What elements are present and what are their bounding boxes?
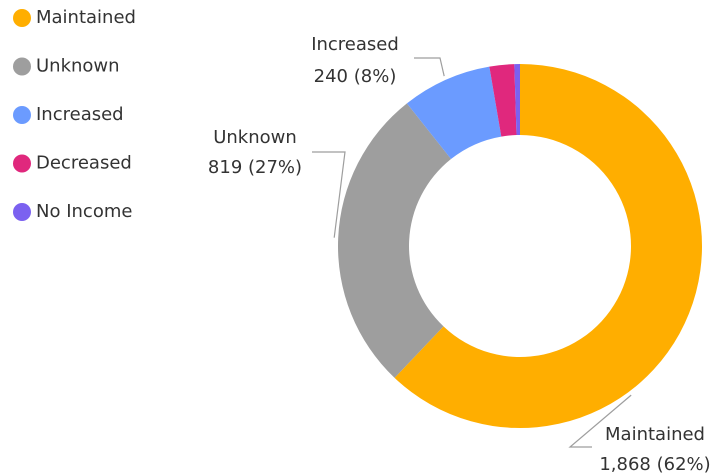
legend-label: No Income bbox=[36, 201, 132, 222]
slice-label: Maintained bbox=[605, 424, 705, 445]
legend-swatch bbox=[13, 154, 31, 173]
slice-label: Increased bbox=[311, 34, 399, 55]
slice-value-label: 1,868 (62%) bbox=[599, 454, 710, 475]
legend-swatch bbox=[13, 9, 31, 27]
legend-label: Increased bbox=[36, 104, 124, 125]
legend-swatch bbox=[13, 106, 31, 124]
legend-swatch bbox=[13, 203, 31, 221]
slice-label: Unknown bbox=[213, 127, 297, 148]
slice-value-label: 240 (8%) bbox=[314, 66, 397, 87]
leader-line bbox=[568, 394, 632, 448]
leader-line bbox=[312, 151, 346, 238]
legend-swatch bbox=[13, 57, 31, 76]
leader-line bbox=[414, 57, 445, 77]
donut-slice bbox=[394, 64, 702, 428]
slice-value-label: 819 (27%) bbox=[208, 157, 302, 178]
donut-slice bbox=[514, 64, 520, 136]
donut-slice bbox=[338, 103, 452, 378]
donut-slice bbox=[406, 66, 502, 160]
legend-label: Decreased bbox=[36, 153, 132, 174]
donut-slice bbox=[489, 64, 517, 137]
legend-label: Maintained bbox=[36, 7, 136, 28]
legend-label: Unknown bbox=[36, 56, 120, 77]
